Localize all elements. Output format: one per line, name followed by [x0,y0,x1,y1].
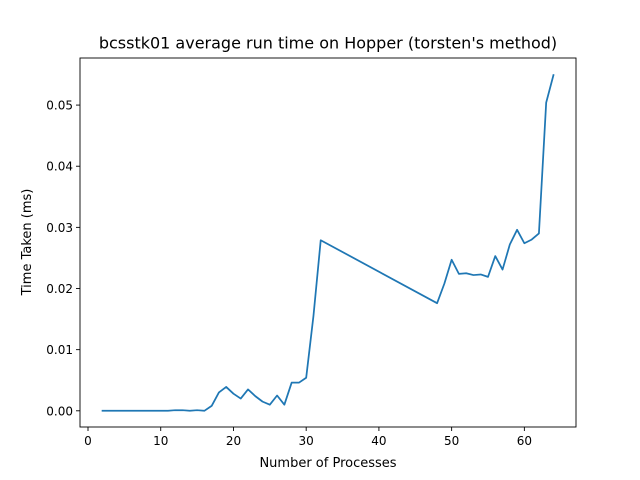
x-axis-ticks: 0 10 20 30 40 50 60 [84,427,532,448]
y-axis-ticks: 0.00 0.01 0.02 0.03 0.04 0.05 [46,99,80,418]
x-tick-label: 0 [84,434,92,448]
y-tick-label: 0.03 [46,221,73,235]
x-tick-label: 50 [444,434,459,448]
x-axis-label: Number of Processes [259,456,396,471]
x-tick-label: 40 [371,434,386,448]
series-line-0 [101,74,555,412]
y-tick-label: 0.02 [46,282,73,296]
chart-title: bcsstk01 average run time on Hopper (tor… [99,34,557,53]
y-tick-label: 0.05 [46,99,73,113]
y-axis-label: Time Taken (ms) [20,189,35,297]
x-tick-label: 20 [226,434,241,448]
axes-frame [79,57,577,428]
plot-area [79,57,577,428]
y-tick-label: 0.04 [46,160,73,174]
x-tick-label: 30 [299,434,314,448]
y-tick-label: 0.01 [46,343,73,357]
x-tick-label: 10 [153,434,168,448]
y-tick-label: 0.00 [46,404,73,418]
x-tick-label: 60 [517,434,532,448]
